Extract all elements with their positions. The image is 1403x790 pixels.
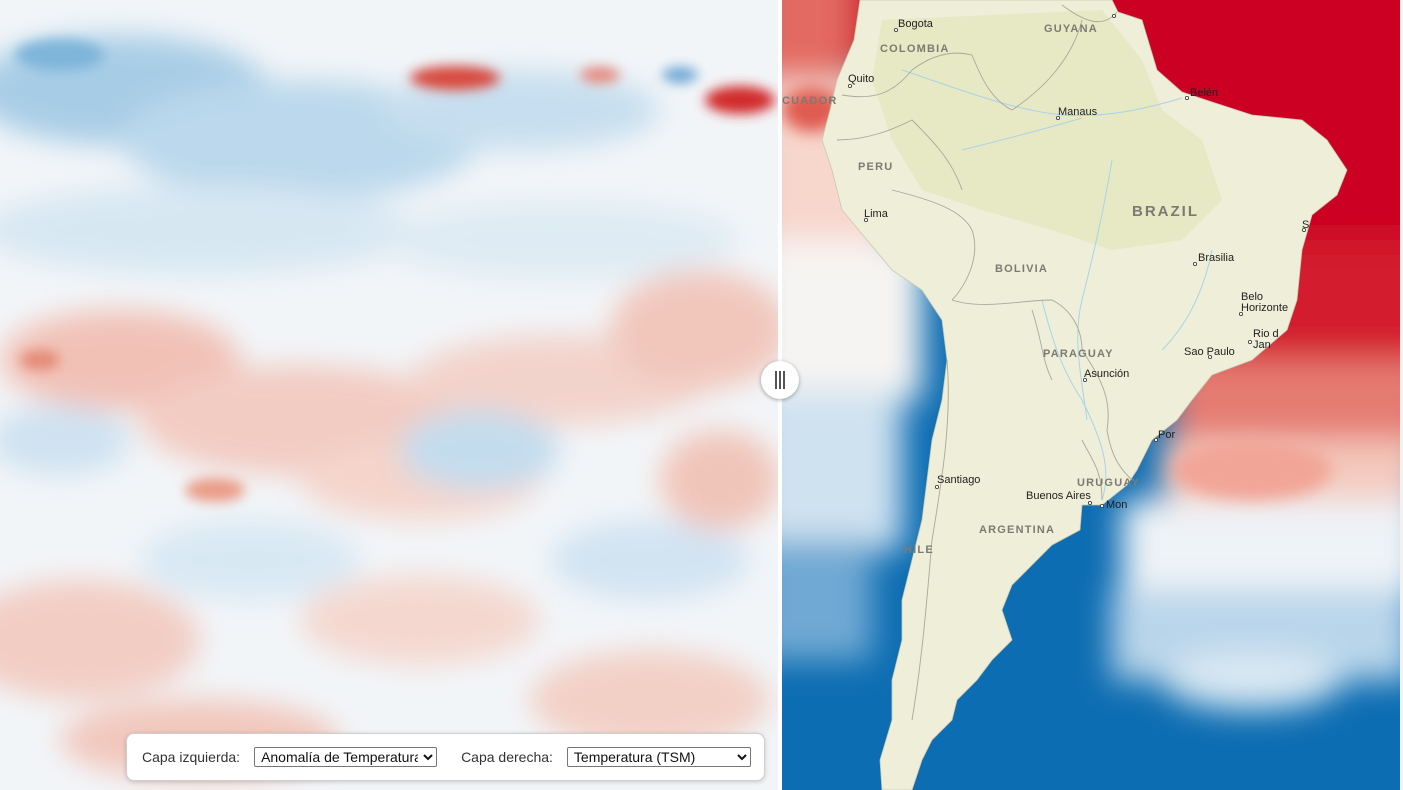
right-layer-label: Capa derecha: xyxy=(461,749,553,765)
label-brazil: BRAZIL xyxy=(1132,203,1199,220)
label-uruguay: URUGUAY xyxy=(1077,477,1140,489)
grip-line-icon xyxy=(783,371,785,389)
label-peru: PERU xyxy=(858,161,893,173)
label-ecuador: CUADOR xyxy=(782,95,837,107)
rivers xyxy=(901,69,1213,501)
label-belem: Belén xyxy=(1190,87,1218,99)
label-asuncion: Asunción xyxy=(1084,368,1129,380)
label-guyana: GUYANA xyxy=(1044,23,1098,35)
label-rio-2: Jan xyxy=(1253,339,1271,351)
label-chile: HILE xyxy=(904,544,934,556)
country-borders xyxy=(836,4,1133,721)
grip-line-icon xyxy=(779,371,781,389)
land-amazon-tint xyxy=(872,10,1222,250)
label-lima: Lima xyxy=(864,208,889,220)
layer-control-panel: Capa izquierda: Anomalía de Temperatura … xyxy=(126,733,765,781)
label-colombia: COLOMBIA xyxy=(880,43,949,55)
city-dots xyxy=(848,13,1307,508)
label-argentina: ARGENTINA xyxy=(979,524,1055,536)
grip-line-icon xyxy=(775,371,777,389)
label-horizonte: Horizonte xyxy=(1241,302,1288,314)
swipe-handle[interactable] xyxy=(761,361,799,399)
right-layer-select[interactable]: Temperatura (TSM) xyxy=(566,747,751,767)
label-manaus: Manaus xyxy=(1058,106,1098,118)
label-sao-paulo: Sao Paulo xyxy=(1184,346,1235,358)
label-quito: Quito xyxy=(848,73,874,85)
sst-layer: COLOMBIA CUADOR PERU GUYANA BRAZIL BOLIV… xyxy=(782,0,1403,790)
left-layer-label: Capa izquierda: xyxy=(142,749,241,765)
label-porto: Por xyxy=(1158,429,1175,441)
label-salvador: S xyxy=(1302,219,1309,231)
label-belo: Belo xyxy=(1241,291,1263,303)
label-buenos-aires: Buenos Aires xyxy=(1026,490,1091,502)
label-bogota: Bogota xyxy=(898,18,934,30)
label-bolivia: BOLIVIA xyxy=(995,263,1048,275)
label-santiago: Santiago xyxy=(937,474,980,486)
sst-map-right[interactable]: COLOMBIA CUADOR PERU GUYANA BRAZIL BOLIV… xyxy=(782,0,1403,790)
label-paraguay: PARAGUAY xyxy=(1043,348,1114,360)
map-edge xyxy=(1400,0,1403,790)
anomaly-layer xyxy=(0,35,780,780)
label-brasilia: Brasilia xyxy=(1198,252,1235,264)
anomaly-map-left[interactable] xyxy=(0,0,780,790)
left-layer-select[interactable]: Anomalía de Temperatura xyxy=(254,747,438,767)
label-rio-1: Rio d xyxy=(1253,328,1279,340)
label-montevideo: Mon xyxy=(1106,499,1127,511)
